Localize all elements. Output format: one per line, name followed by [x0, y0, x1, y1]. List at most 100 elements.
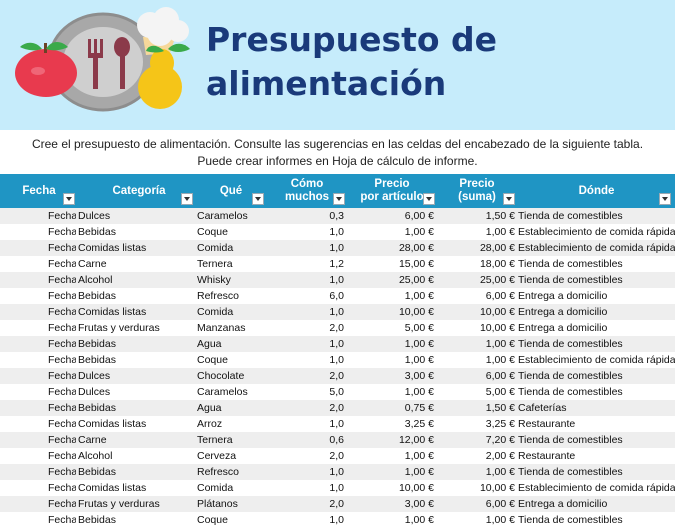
cell-que[interactable]: Plátanos: [197, 498, 238, 510]
cell-precio-articulo[interactable]: 3,00 €: [404, 498, 434, 510]
cell-cuantos[interactable]: 2,0: [329, 370, 344, 382]
cell-categoria[interactable]: Frutas y verduras: [78, 322, 160, 334]
cell-fecha[interactable]: Fecha: [48, 498, 76, 510]
cell-categoria[interactable]: Carne: [78, 434, 107, 446]
cell-precio-suma[interactable]: 5,00 €: [485, 386, 515, 398]
filter-dropdown-icon[interactable]: [659, 193, 671, 205]
table-row[interactable]: Fecha Bebidas Coque 1,0 1,00 €1,00 € Establec…: [0, 224, 675, 240]
cell-precio-suma[interactable]: 10,00 €: [479, 322, 515, 334]
cell-cuantos[interactable]: 2,0: [329, 498, 344, 510]
cell-cuantos[interactable]: 1,0: [329, 514, 344, 526]
cell-precio-articulo[interactable]: 1,00 €: [404, 338, 434, 350]
table-row[interactable]: Fecha Dulces Caramelos 5,0 1,00 € 5,00 € Tiend…: [0, 384, 675, 400]
cell-precio-suma[interactable]: 18,00 €: [479, 258, 515, 270]
cell-donde[interactable]: Restaurante: [518, 450, 576, 462]
cell-que[interactable]: Chocolate: [197, 370, 245, 382]
cell-cuantos[interactable]: 0,6: [329, 434, 344, 446]
cell-cuantos[interactable]: 5,0: [329, 386, 344, 398]
cell-donde[interactable]: Entrega a domicilio: [518, 290, 608, 302]
cell-cuantos[interactable]: 1,0: [329, 306, 344, 318]
table-row[interactable]: Fecha Bebidas Coque 1,0 1,00 €1,00 € Tienda d…: [0, 512, 675, 528]
cell-categoria[interactable]: Dulces: [78, 210, 111, 222]
cell-cuantos[interactable]: 2,0: [329, 322, 344, 334]
cell-fecha[interactable]: Fecha: [48, 338, 76, 350]
cell-que[interactable]: Agua: [197, 402, 222, 414]
cell-precio-suma[interactable]: 3,25 €: [485, 418, 515, 430]
cell-que[interactable]: Coque: [197, 226, 228, 238]
cell-precio-articulo[interactable]: 10,00 €: [398, 482, 434, 494]
filter-dropdown-icon[interactable]: [63, 193, 75, 205]
cell-que[interactable]: Coque: [197, 354, 228, 366]
cell-que[interactable]: Caramelos: [197, 386, 248, 398]
cell-donde[interactable]: Tienda de comestibles: [518, 258, 623, 270]
table-row[interactable]: Fecha Alcohol Cerveza 2,0 1,00 € 2,00 € Restau…: [0, 448, 675, 464]
table-row[interactable]: Fecha Comidas listas Arroz 1,0 3,25 €3,25 € R…: [0, 416, 675, 432]
cell-categoria[interactable]: Bebidas: [78, 402, 116, 414]
cell-donde[interactable]: Establecimiento de comida rápida: [518, 226, 675, 238]
cell-precio-articulo[interactable]: 5,00 €: [404, 322, 434, 334]
table-row[interactable]: Fecha Bebidas Coque 1,0 1,00 €1,00 € Establec…: [0, 352, 675, 368]
cell-fecha[interactable]: Fecha: [48, 290, 76, 302]
cell-precio-articulo[interactable]: 1,00 €: [404, 290, 434, 302]
cell-cuantos[interactable]: 1,0: [329, 466, 344, 478]
cell-que[interactable]: Refresco: [197, 466, 240, 478]
cell-precio-suma[interactable]: 6,00 €: [485, 290, 515, 302]
cell-fecha[interactable]: Fecha: [48, 242, 76, 254]
cell-donde[interactable]: Tienda de comestibles: [518, 466, 623, 478]
cell-precio-suma[interactable]: 1,00 €: [485, 338, 515, 350]
cell-que[interactable]: Comida: [197, 306, 234, 318]
cell-categoria[interactable]: Bebidas: [78, 338, 116, 350]
cell-cuantos[interactable]: 0,3: [329, 210, 344, 222]
cell-precio-articulo[interactable]: 1,00 €: [404, 386, 434, 398]
cell-precio-articulo[interactable]: 3,25 €: [404, 418, 434, 430]
table-row[interactable]: Fecha Comidas listas Comida 1,0 10,00 € 10,00…: [0, 304, 675, 320]
cell-donde[interactable]: Tienda de comestibles: [518, 370, 623, 382]
cell-donde[interactable]: Tienda de comestibles: [518, 338, 623, 350]
cell-precio-articulo[interactable]: 1,00 €: [404, 354, 434, 366]
cell-fecha[interactable]: Fecha: [48, 354, 76, 366]
cell-fecha[interactable]: Fecha: [48, 322, 76, 334]
cell-categoria[interactable]: Alcohol: [78, 450, 113, 462]
table-row[interactable]: Fecha Dulces Chocolate 2,0 3,00 € 6,00 € Tiend…: [0, 368, 675, 384]
cell-fecha[interactable]: Fecha: [48, 418, 76, 430]
cell-precio-articulo[interactable]: 1,00 €: [404, 466, 434, 478]
cell-que[interactable]: Agua: [197, 338, 222, 350]
cell-precio-suma[interactable]: 1,00 €: [485, 354, 515, 366]
cell-categoria[interactable]: Carne: [78, 258, 107, 270]
table-row[interactable]: Fecha Frutas y verduras Plátanos 2,0 3,00 € 6…: [0, 496, 675, 512]
table-row[interactable]: Fecha Alcohol Whisky 1,0 25,00 €25,00 € Tiend…: [0, 272, 675, 288]
cell-precio-suma[interactable]: 1,00 €: [485, 466, 515, 478]
cell-que[interactable]: Manzanas: [197, 322, 246, 334]
cell-precio-suma[interactable]: 7,20 €: [485, 434, 515, 446]
cell-precio-articulo[interactable]: 6,00 €: [404, 210, 434, 222]
cell-precio-articulo[interactable]: 3,00 €: [404, 370, 434, 382]
cell-fecha[interactable]: Fecha: [48, 274, 76, 286]
cell-precio-suma[interactable]: 10,00 €: [479, 482, 515, 494]
filter-dropdown-icon[interactable]: [503, 193, 515, 205]
cell-precio-suma[interactable]: 6,00 €: [485, 498, 515, 510]
cell-fecha[interactable]: Fecha: [48, 434, 76, 446]
cell-fecha[interactable]: Fecha: [48, 306, 76, 318]
cell-categoria[interactable]: Bebidas: [78, 354, 116, 366]
cell-precio-suma[interactable]: 25,00 €: [479, 274, 515, 286]
cell-fecha[interactable]: Fecha: [48, 370, 76, 382]
cell-categoria[interactable]: Bebidas: [78, 226, 116, 238]
cell-donde[interactable]: Establecimiento de comida rápida: [518, 242, 675, 254]
cell-cuantos[interactable]: 2,0: [329, 450, 344, 462]
cell-precio-suma[interactable]: 6,00 €: [485, 370, 515, 382]
cell-categoria[interactable]: Comidas listas: [78, 242, 147, 254]
cell-fecha[interactable]: Fecha: [48, 210, 76, 222]
cell-fecha[interactable]: Fecha: [48, 482, 76, 494]
cell-cuantos[interactable]: 1,0: [329, 482, 344, 494]
filter-dropdown-icon[interactable]: [333, 193, 345, 205]
cell-que[interactable]: Ternera: [197, 434, 233, 446]
cell-donde[interactable]: Entrega a domicilio: [518, 306, 608, 318]
cell-precio-suma[interactable]: 1,00 €: [485, 514, 515, 526]
cell-donde[interactable]: Tienda de comestibles: [518, 514, 623, 526]
cell-categoria[interactable]: Bebidas: [78, 514, 116, 526]
cell-precio-articulo[interactable]: 25,00 €: [398, 274, 434, 286]
cell-categoria[interactable]: Bebidas: [78, 290, 116, 302]
cell-donde[interactable]: Entrega a domicilio: [518, 498, 608, 510]
cell-cuantos[interactable]: 6,0: [329, 290, 344, 302]
cell-precio-suma[interactable]: 28,00 €: [479, 242, 515, 254]
